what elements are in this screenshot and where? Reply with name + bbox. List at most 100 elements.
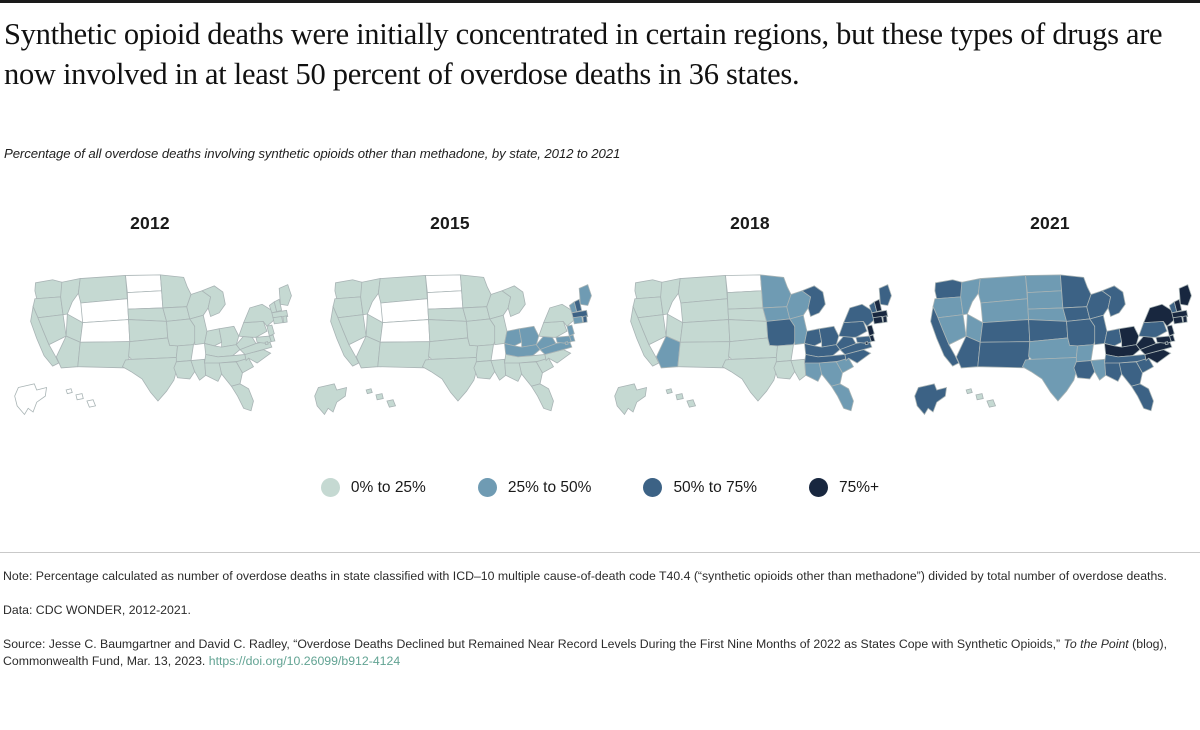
state-ar[interactable]: [776, 345, 793, 362]
state-ms[interactable]: [191, 359, 206, 380]
state-ma[interactable]: [272, 310, 288, 317]
state-in[interactable]: [504, 329, 521, 346]
state-mt[interactable]: [78, 275, 127, 303]
state-ma[interactable]: [872, 310, 888, 317]
state-mi[interactable]: [802, 286, 825, 317]
state-wa[interactable]: [635, 280, 664, 299]
state-md[interactable]: [856, 336, 871, 343]
state-ma[interactable]: [572, 310, 588, 317]
state-or[interactable]: [33, 297, 63, 318]
state-nm[interactable]: [78, 342, 130, 368]
state-mn[interactable]: [1060, 275, 1091, 308]
state-sd[interactable]: [127, 291, 163, 309]
state-ne[interactable]: [428, 308, 467, 321]
state-ar[interactable]: [476, 345, 493, 362]
state-in[interactable]: [1104, 329, 1121, 346]
state-nh[interactable]: [874, 299, 881, 311]
state-or[interactable]: [333, 297, 363, 318]
state-me[interactable]: [579, 285, 591, 306]
state-sd[interactable]: [427, 291, 463, 309]
state-oh[interactable]: [519, 326, 539, 347]
state-hi[interactable]: [66, 389, 95, 407]
state-tx[interactable]: [422, 358, 477, 401]
state-hi[interactable]: [666, 389, 695, 407]
state-tx[interactable]: [122, 358, 177, 401]
state-md[interactable]: [256, 336, 271, 343]
state-oh[interactable]: [219, 326, 239, 347]
state-ct[interactable]: [273, 317, 283, 324]
state-mn[interactable]: [160, 275, 191, 308]
state-nj[interactable]: [1167, 325, 1174, 336]
legend-item[interactable]: 75%+: [809, 478, 879, 497]
state-mi[interactable]: [202, 286, 225, 317]
state-wy[interactable]: [681, 299, 729, 323]
state-in[interactable]: [204, 329, 221, 346]
state-pa[interactable]: [839, 321, 867, 337]
state-ak[interactable]: [915, 384, 947, 415]
state-wa[interactable]: [935, 280, 964, 299]
state-hi[interactable]: [966, 389, 995, 407]
state-nm[interactable]: [978, 342, 1030, 368]
state-wv[interactable]: [1136, 336, 1156, 349]
state-id[interactable]: [961, 279, 981, 315]
state-mi[interactable]: [1102, 286, 1125, 317]
state-nh[interactable]: [274, 299, 281, 311]
state-co[interactable]: [680, 320, 730, 343]
state-nd[interactable]: [126, 275, 162, 293]
state-ri[interactable]: [1183, 316, 1187, 323]
state-or[interactable]: [633, 297, 663, 318]
state-mt[interactable]: [678, 275, 727, 303]
state-tx[interactable]: [1022, 358, 1077, 401]
state-sc[interactable]: [536, 358, 553, 373]
state-nv[interactable]: [938, 315, 966, 345]
state-me[interactable]: [879, 285, 891, 306]
state-ct[interactable]: [873, 317, 883, 324]
state-nm[interactable]: [378, 342, 430, 368]
state-id[interactable]: [361, 279, 381, 315]
state-ak[interactable]: [15, 384, 47, 415]
state-co[interactable]: [80, 320, 130, 343]
state-wv[interactable]: [536, 336, 556, 349]
state-nj[interactable]: [867, 325, 874, 336]
state-ms[interactable]: [1091, 359, 1106, 380]
state-id[interactable]: [661, 279, 681, 315]
state-wy[interactable]: [81, 299, 129, 323]
state-sd[interactable]: [727, 291, 763, 309]
state-ri[interactable]: [283, 316, 287, 323]
state-nv[interactable]: [338, 315, 366, 345]
state-nj[interactable]: [267, 325, 274, 336]
state-wa[interactable]: [335, 280, 364, 299]
state-nh[interactable]: [574, 299, 581, 311]
state-ri[interactable]: [583, 316, 587, 323]
state-co[interactable]: [380, 320, 430, 343]
state-co[interactable]: [980, 320, 1030, 343]
state-dc[interactable]: [1165, 342, 1168, 345]
state-az[interactable]: [356, 336, 380, 368]
state-fl[interactable]: [831, 384, 853, 411]
state-mt[interactable]: [378, 275, 427, 303]
state-hi[interactable]: [366, 389, 395, 407]
state-or[interactable]: [933, 297, 963, 318]
state-me[interactable]: [1179, 285, 1191, 306]
state-me[interactable]: [279, 285, 291, 306]
state-dc[interactable]: [565, 342, 568, 345]
state-pa[interactable]: [239, 321, 267, 337]
state-ar[interactable]: [176, 345, 193, 362]
legend-item[interactable]: 25% to 50%: [477, 478, 591, 497]
state-pa[interactable]: [539, 321, 567, 337]
state-az[interactable]: [656, 336, 680, 368]
state-az[interactable]: [956, 336, 980, 368]
state-wy[interactable]: [381, 299, 429, 323]
state-wa[interactable]: [35, 280, 64, 299]
state-ma[interactable]: [1172, 310, 1188, 317]
state-ak[interactable]: [315, 384, 347, 415]
state-nm[interactable]: [678, 342, 730, 368]
state-tx[interactable]: [722, 358, 777, 401]
state-ct[interactable]: [1173, 317, 1183, 324]
state-ne[interactable]: [728, 308, 767, 321]
state-ri[interactable]: [883, 316, 887, 323]
state-wv[interactable]: [236, 336, 256, 349]
state-fl[interactable]: [531, 384, 553, 411]
state-ct[interactable]: [573, 317, 583, 324]
legend-item[interactable]: 0% to 25%: [320, 478, 426, 497]
